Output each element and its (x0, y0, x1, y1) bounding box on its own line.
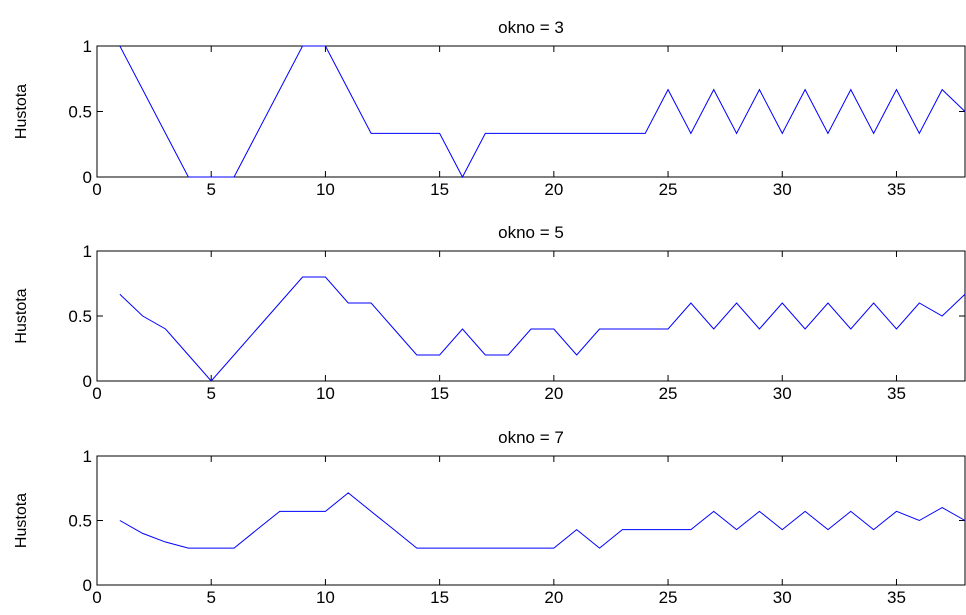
subplot-3: okno = 7 Hustota 0 5 10 15 20 25 30 35 0 0.5 1 (13, 428, 966, 607)
axes-box (96, 45, 966, 178)
x-tick-label: 25 (659, 588, 678, 607)
y-axis-label: Hustota (13, 288, 30, 343)
y-axis-label: Hustota (13, 84, 30, 139)
x-tick-label: 0 (92, 588, 101, 607)
x-tick-label: 25 (659, 384, 678, 403)
x-tick-label: 30 (773, 180, 792, 199)
y-tick-label: 0 (83, 576, 92, 595)
y-axis-label: Hustota (13, 493, 30, 548)
y-tick-label: 1 (83, 447, 92, 466)
x-tick-label: 10 (316, 588, 335, 607)
x-tick-label: 35 (887, 180, 906, 199)
x-tick-label: 15 (430, 180, 449, 199)
subplot-1: okno = 3 Hustota 0 5 10 15 20 25 30 35 0 0.5 1 (13, 18, 966, 199)
x-tick-label: 20 (544, 588, 563, 607)
subplot-title: okno = 3 (498, 18, 564, 37)
x-tick-label: 5 (206, 180, 215, 199)
x-tick-label: 10 (316, 384, 335, 403)
y-tick-label: 0 (83, 168, 92, 187)
x-tick-label: 15 (430, 384, 449, 403)
axes-box (96, 250, 966, 382)
x-tick-label: 30 (773, 384, 792, 403)
x-tick-label: 5 (206, 588, 215, 607)
axes-box (96, 455, 966, 586)
x-tick-label: 10 (316, 180, 335, 199)
density-series-line (119, 276, 966, 382)
x-tick-label: 20 (544, 384, 563, 403)
x-tick-label: 5 (206, 384, 215, 403)
subplot-title: okno = 5 (498, 223, 564, 242)
x-tick-label: 25 (659, 180, 678, 199)
subplot-title: okno = 7 (498, 428, 564, 447)
density-series-line (119, 492, 966, 549)
y-tick-label: 0 (83, 372, 92, 391)
y-tick-label: 1 (83, 37, 92, 56)
subplot-2: okno = 5 Hustota 0 5 10 15 20 25 30 35 0 0.5 1 (13, 223, 966, 403)
x-tick-label: 15 (430, 588, 449, 607)
y-tick-label: 0.5 (68, 103, 92, 122)
y-tick-label: 0.5 (68, 307, 92, 326)
x-tick-label: 30 (773, 588, 792, 607)
y-tick-label: 1 (83, 242, 92, 261)
x-tick-label: 0 (92, 180, 101, 199)
x-tick-label: 35 (887, 588, 906, 607)
x-tick-label: 35 (887, 384, 906, 403)
density-series-line (119, 45, 966, 179)
y-tick-label: 0.5 (68, 512, 92, 531)
x-tick-label: 0 (92, 384, 101, 403)
x-tick-label: 20 (544, 180, 563, 199)
